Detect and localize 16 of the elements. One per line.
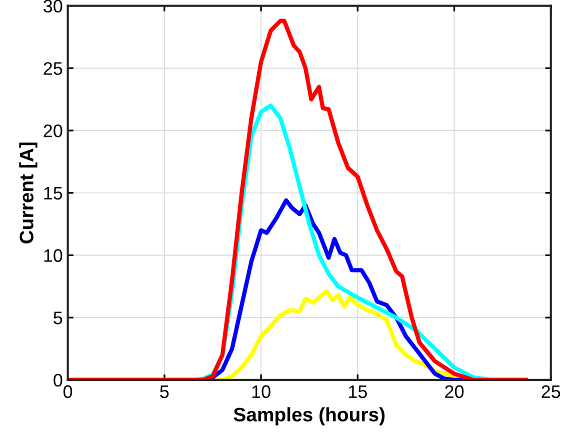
y-axis-title: Current [A] <box>19 142 38 244</box>
x-tick-label: 20 <box>445 385 464 398</box>
x-axis-title: Samples (hours) <box>234 407 385 426</box>
line-series <box>68 18 528 380</box>
y-tick-label: 25 <box>44 62 62 75</box>
x-tick-label: 0 <box>63 385 72 398</box>
y-tick-label: 5 <box>54 312 62 324</box>
y-tick-label: 10 <box>44 249 62 262</box>
y-tick-label: 20 <box>44 124 62 138</box>
y-tick-label: 15 <box>44 187 62 200</box>
y-tick-label: 30 <box>44 0 62 13</box>
x-tick-label: 5 <box>160 385 169 398</box>
x-tick-label: 15 <box>348 385 367 398</box>
y-tick-label: 0 <box>54 374 62 387</box>
x-tick-label: 10 <box>252 385 270 398</box>
x-tick-label: 25 <box>542 385 560 398</box>
